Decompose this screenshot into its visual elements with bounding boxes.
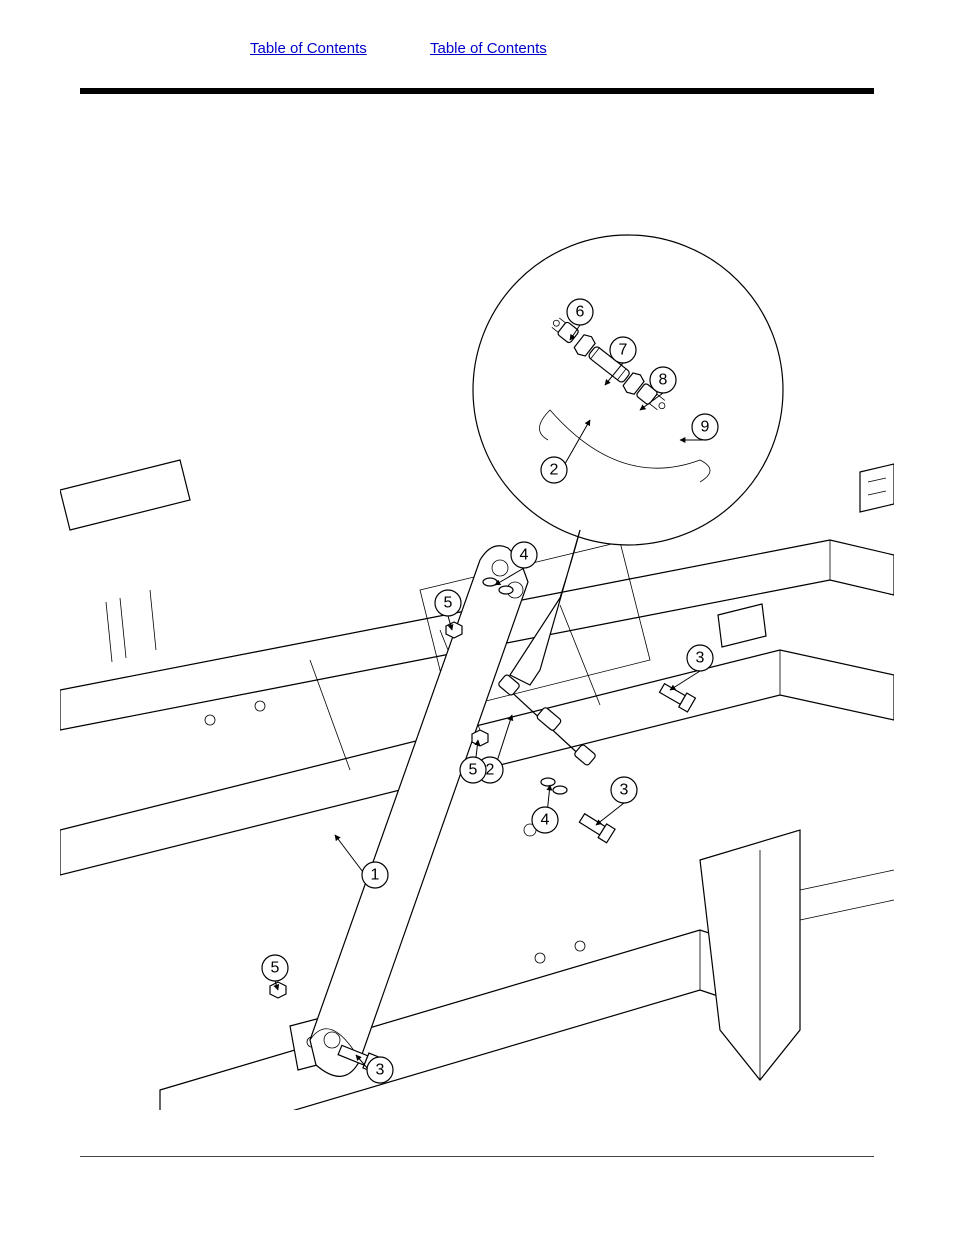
svg-text:5: 5 xyxy=(271,960,280,977)
svg-text:2: 2 xyxy=(486,762,495,779)
svg-text:4: 4 xyxy=(520,547,529,564)
svg-text:3: 3 xyxy=(696,650,705,667)
svg-text:3: 3 xyxy=(376,1062,385,1079)
toc-link-left[interactable]: Table of Contents xyxy=(250,40,367,57)
svg-text:4: 4 xyxy=(541,812,550,829)
svg-text:1: 1 xyxy=(371,867,380,884)
svg-text:3: 3 xyxy=(620,782,629,799)
svg-text:7: 7 xyxy=(619,342,628,359)
svg-text:9: 9 xyxy=(701,419,710,436)
toc-link-right[interactable]: Table of Contents xyxy=(430,40,547,57)
header-rule xyxy=(80,88,874,94)
exploded-view-figure: 123334455526789 xyxy=(60,130,894,1110)
svg-text:6: 6 xyxy=(576,304,585,321)
footer-rule xyxy=(80,1156,874,1157)
chassis xyxy=(60,460,894,1110)
svg-text:8: 8 xyxy=(659,372,668,389)
svg-text:5: 5 xyxy=(469,762,478,779)
svg-text:5: 5 xyxy=(444,595,453,612)
svg-text:2: 2 xyxy=(550,462,559,479)
